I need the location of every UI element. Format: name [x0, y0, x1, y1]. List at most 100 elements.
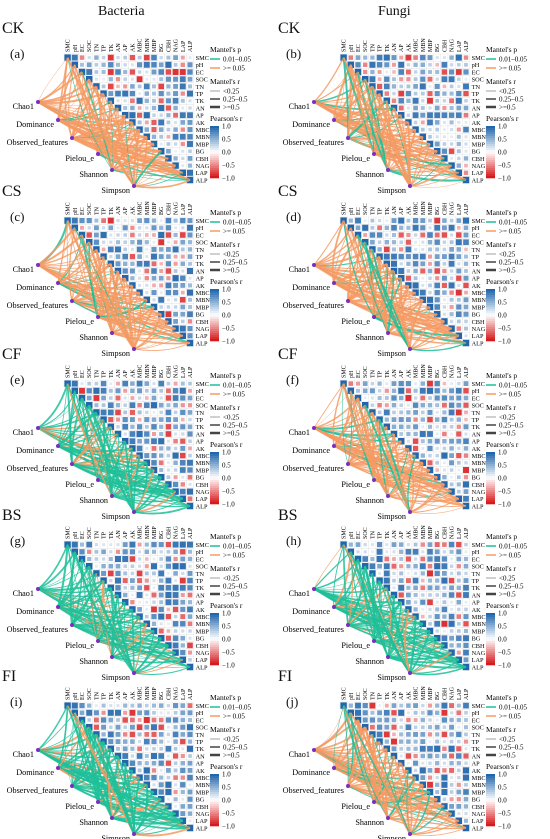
heatmap-cell: [145, 703, 149, 708]
pearson-tick: −0.5: [222, 488, 235, 496]
heatmap-cell: [427, 585, 433, 591]
heatmap-cell: [144, 127, 150, 132]
heatmap-cell: [165, 745, 172, 752]
row-label-nag: NAG: [196, 163, 210, 170]
heatmap-cell: [187, 717, 193, 723]
heatmap-cell: [392, 586, 396, 590]
heatmap-cell: [95, 704, 98, 707]
heatmap-cell: [435, 578, 440, 583]
heatmap-cell: [449, 395, 454, 401]
panel-letter: (b): [286, 46, 302, 61]
heatmap-cell: [152, 783, 156, 787]
heatmap-cell: [377, 218, 382, 223]
heatmap-cell: [456, 643, 462, 648]
heatmap-cell: [420, 127, 425, 132]
index-label-simpson: Simpson: [101, 349, 130, 358]
heatmap-cell: [405, 380, 412, 387]
col-label-bg: BG: [159, 43, 165, 52]
heatmap-cell: [159, 578, 164, 583]
pearson-colorbar-segment: [486, 170, 495, 173]
heatmap-cell: [413, 70, 418, 74]
heatmap-cell: [123, 55, 128, 60]
col-label-ak: AK: [406, 43, 412, 52]
col-label-an: AN: [392, 206, 398, 215]
heatmap-cell: [115, 77, 121, 82]
col-label-an: AN: [392, 369, 398, 378]
pearson-colorbar-segment: [210, 321, 219, 324]
heatmap-cell: [165, 717, 172, 723]
row-label-cbh: CBH: [472, 804, 485, 811]
index-node: [110, 816, 114, 820]
heatmap-cell: [180, 724, 186, 730]
index-label-observed_features: Observed_features: [7, 138, 68, 147]
heatmap-cell: [435, 432, 439, 436]
index-label-chao1: Chao1: [13, 589, 34, 598]
heatmap-cell: [421, 99, 425, 103]
mantel-link: [313, 383, 344, 429]
col-label-lap: LAP: [181, 688, 187, 700]
heatmap-cell: [457, 262, 461, 266]
mantel-heatmap-svg: SMC pH EC SOC TN TP TK AN AP AK MBC MBN MBP BG CBH NAG L…: [283, 38, 528, 195]
heatmap-cell: [151, 395, 157, 401]
pearson-colorbar-segment: [210, 329, 219, 332]
heatmap-cell: [398, 61, 405, 68]
row-label-ak: AK: [196, 446, 206, 453]
heatmap-cell: [427, 570, 433, 577]
heatmap-cell: [434, 224, 441, 231]
heatmap-cell: [101, 703, 106, 708]
heatmap-cell: [428, 283, 432, 288]
heatmap-cell: [457, 63, 461, 67]
pearson-tick: −0.5: [222, 325, 235, 333]
heatmap-cell: [391, 424, 397, 430]
heatmap-cell: [179, 577, 186, 584]
heatmap-cell: [159, 550, 163, 554]
mantel-link: [409, 469, 431, 513]
heatmap-cell: [434, 380, 440, 387]
mantel-link: [313, 427, 431, 471]
index-node: [36, 587, 40, 591]
heatmap-cell: [188, 276, 192, 280]
heatmap-cell: [449, 312, 454, 317]
row-label-ec: EC: [472, 232, 480, 239]
mantel-link: [133, 158, 169, 187]
panel-fi-bacteria: FI (i) SMC pH EC SOC TN TP TK AN AP AK MBC MBN MBP BG CB…: [0, 668, 272, 839]
row-label-bg: BG: [472, 475, 481, 482]
mantel-link: [333, 277, 402, 286]
heatmap-cell: [173, 402, 178, 408]
heatmap-cell: [144, 453, 150, 459]
heatmap-cell: [130, 63, 134, 67]
heatmap-cell: [94, 218, 99, 223]
heatmap-cell: [122, 423, 129, 430]
heatmap-cell: [456, 254, 462, 260]
heatmap-cell: [449, 304, 454, 310]
heatmap-cell: [129, 760, 136, 766]
heatmap-cell: [137, 402, 142, 408]
pearson-tick: −0.5: [498, 325, 511, 333]
heatmap-cell: [181, 269, 185, 273]
heatmap-cell: [448, 260, 455, 267]
heatmap-cell: [100, 409, 107, 416]
heatmap-cell: [391, 402, 397, 408]
heatmap-cell: [87, 56, 91, 60]
heatmap-cell: [383, 246, 390, 253]
heatmap-cell: [456, 232, 462, 238]
heatmap-cell: [441, 275, 447, 281]
row-label-nag: NAG: [196, 811, 210, 818]
heatmap-cell: [166, 475, 171, 480]
pearson-tick: 1.0: [498, 610, 507, 618]
index-node: [36, 100, 40, 104]
pearson-colorbar-segment: [210, 313, 219, 316]
heatmap-cell: [100, 717, 107, 723]
pearson-tick: −0.5: [498, 162, 511, 170]
heatmap-cell: [165, 635, 171, 641]
pearson-colorbar-segment: [210, 464, 219, 467]
heatmap-cell: [188, 636, 192, 640]
heatmap-cell: [173, 468, 178, 472]
heatmap-cell: [406, 98, 411, 103]
heatmap-cell: [123, 84, 128, 89]
heatmap-cell: [427, 563, 433, 569]
heatmap-cell: [108, 556, 113, 562]
heatmap-cell: [102, 77, 105, 81]
heatmap-cell: [441, 282, 447, 288]
heatmap-cell: [159, 269, 164, 273]
